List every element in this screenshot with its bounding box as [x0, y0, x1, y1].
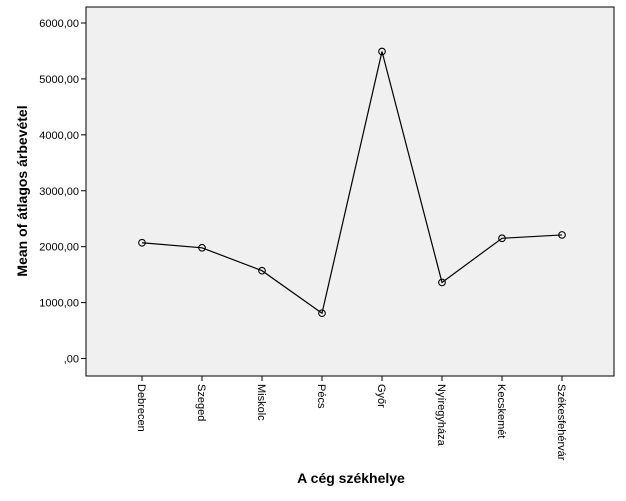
x-tick-label: Pécs	[315, 384, 327, 409]
data-point	[378, 47, 386, 56]
y-axis-title: Mean of átlagos árbevétel	[14, 105, 30, 276]
y-tick-label: ,00	[64, 354, 79, 366]
x-tick-label: Székesfehérvár	[555, 384, 567, 461]
x-tick-label: Kecskemét	[495, 384, 507, 438]
y-tick-label: 2000,00	[39, 242, 79, 254]
y-tick-label: 4000,00	[39, 130, 79, 142]
x-tick-label: Nyíregyháza	[435, 384, 447, 447]
x-tick-label: Debrecen	[135, 384, 147, 432]
y-tick-label: 5000,00	[39, 74, 79, 86]
data-point	[318, 309, 326, 318]
data-point	[198, 243, 206, 252]
x-tick-label: Győr	[375, 384, 387, 408]
y-axis: ,00 1000,00 2000,00 3000,00 4000,00 5000,00 60…	[39, 18, 86, 366]
x-tick-label: Szeged	[195, 384, 207, 421]
x-tick-label: Miskolc	[255, 384, 267, 421]
data-point	[438, 278, 446, 287]
data-point	[498, 234, 506, 243]
series-group	[138, 47, 566, 318]
data-point	[258, 266, 266, 275]
data-point	[558, 231, 566, 239]
series-line	[141, 51, 563, 315]
data-point	[138, 238, 146, 247]
x-axis: Debrecen Szeged Miskolc Pécs Győr Nyíregyháza…	[135, 376, 567, 461]
y-tick-label: 6000,00	[39, 18, 79, 30]
y-tick-label: 1000,00	[39, 298, 79, 310]
y-tick-label: 3000,00	[39, 186, 79, 198]
x-axis-title: A cég székhelye	[297, 470, 405, 486]
